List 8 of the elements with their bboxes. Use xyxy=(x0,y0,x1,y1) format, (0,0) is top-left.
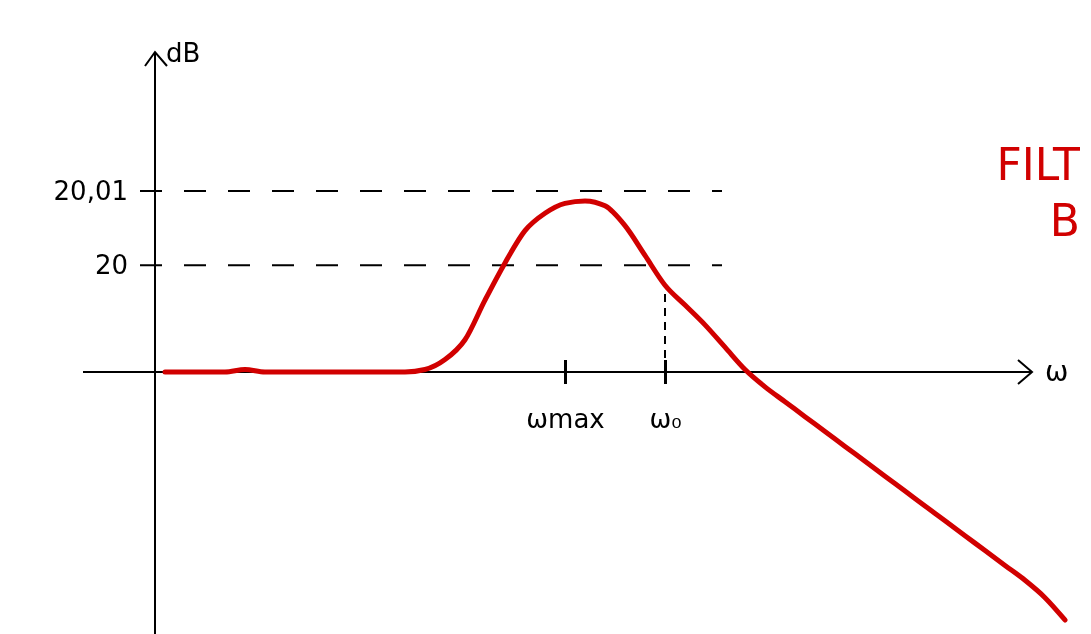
text: dB xyxy=(166,38,201,68)
chart-title: FILT xyxy=(996,139,1081,190)
x-tick-label: ω₀ xyxy=(649,404,682,435)
x-tick-label: ωmax xyxy=(526,404,605,435)
x-axis-title: ω xyxy=(1045,355,1069,388)
text: 20 xyxy=(94,250,128,281)
text: 20,01 xyxy=(53,175,128,206)
chart-subtitle: B xyxy=(1049,195,1080,246)
